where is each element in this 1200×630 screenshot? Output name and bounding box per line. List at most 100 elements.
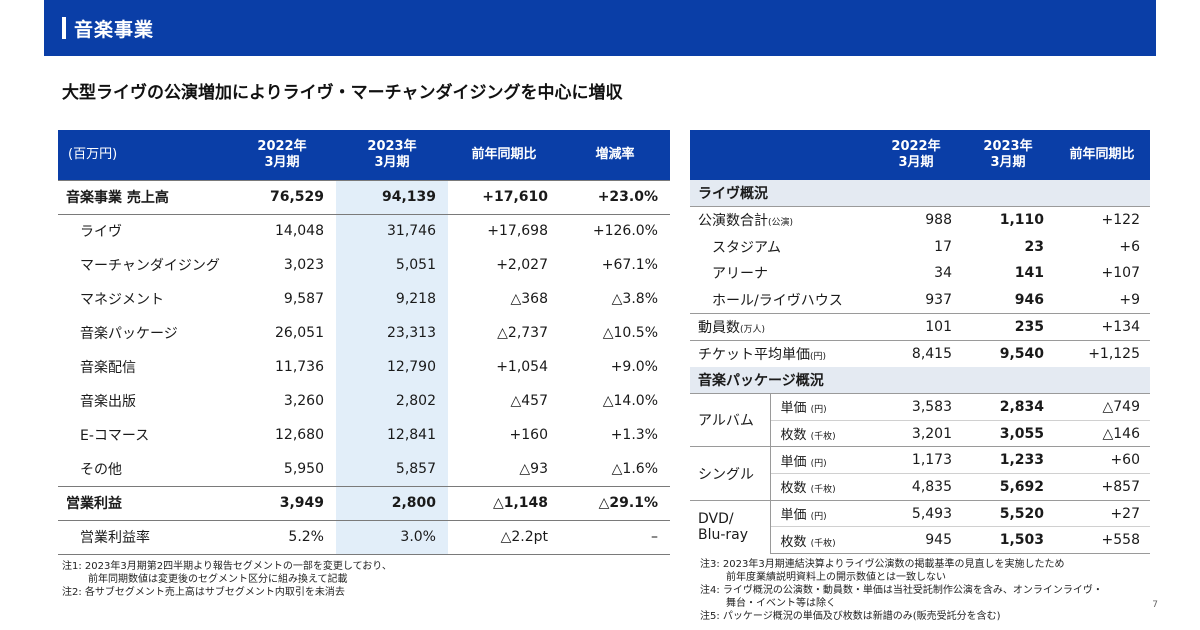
- value-2023: 12,790: [336, 350, 448, 384]
- note-4: 注4: ライヴ概況の公演数・動員数・単価は当社受託制作公演を含み、オンラインライ…: [700, 585, 1103, 596]
- table-row: 動員数(万人) 101 235 +134: [690, 312, 1150, 341]
- table-row: 枚数 (千枚) 4,835 5,692 +857: [690, 473, 1150, 501]
- headline: 大型ライヴの公演増加によりライヴ・マーチャンダイジングを中心に増収: [62, 83, 623, 103]
- row-label-text: 単価: [780, 508, 807, 524]
- value-2022: 26,051: [275, 325, 324, 341]
- header-yoy: 前年同期比: [1054, 130, 1150, 180]
- table-header-row: (百万円) 2022年 3月期 2023年 3月期 前年同期比 増減率: [58, 130, 670, 180]
- note-5: 注5: パッケージ概況の単価及び枚数は新譜のみ(販売受託分を含む): [700, 611, 1001, 622]
- value-rate: △3.8%: [611, 291, 658, 307]
- row-label: スタジアム: [690, 233, 870, 260]
- row-unit: (千枚): [810, 432, 836, 443]
- row-unit: (円): [810, 405, 827, 416]
- section-label: ライヴ概況: [690, 180, 1150, 207]
- value-2023: 23: [1024, 238, 1044, 255]
- note-2: 注2: 各サブセグメント売上高はサブセグメント内取引を未消去: [62, 587, 345, 598]
- value-2022: 945: [870, 526, 962, 555]
- row-label: 枚数 (千枚): [770, 526, 870, 555]
- value-2022: 3,949: [228, 485, 336, 521]
- row-label-text: 単価: [780, 454, 807, 470]
- value-yoy: +2,027: [496, 257, 548, 273]
- value-2023: 23,313: [336, 316, 448, 350]
- table-row: スタジアム 17 23 +6: [690, 233, 1150, 260]
- value-2022: 8,415: [870, 339, 962, 367]
- table-row: DVD/ Blu-ray 単価 (円) 5,493 5,520 +27: [690, 499, 1150, 554]
- value-2023: 5,692: [962, 473, 1054, 501]
- table-row: マーチャンダイジング 3,023 5,051 +2,027 +67.1%: [58, 248, 670, 282]
- value-yoy: +1,125: [1054, 339, 1150, 367]
- note-3-cont: 前年度業績説明資料上の開示数値とは一致しない: [726, 572, 946, 583]
- value-yoy: +17,698: [487, 223, 548, 240]
- table-row: チケット平均単価(円) 8,415 9,540 +1,125: [690, 339, 1150, 367]
- value-2023: 3.0%: [336, 520, 448, 555]
- value-2022: 17: [934, 238, 952, 255]
- value-2023: 5,051: [336, 248, 448, 282]
- row-label: 単価 (円): [770, 446, 870, 474]
- row-unit: (千枚): [810, 485, 836, 496]
- row-label: 動員数(万人): [690, 312, 870, 341]
- value-2023: 1,233: [962, 446, 1054, 474]
- row-label: ホール/ライヴハウス: [690, 287, 870, 314]
- table-row: アルバム 単価 (円) 3,583 2,834 △749: [690, 392, 1150, 447]
- value-2023: 1,503: [962, 526, 1054, 555]
- row-label: 営業利益率: [58, 520, 228, 555]
- section-live: ライヴ概況: [690, 180, 1150, 207]
- value-2022: 5.2%: [228, 520, 336, 555]
- row-label-text: 枚数: [780, 534, 807, 550]
- value-2023: 31,746: [336, 214, 448, 248]
- value-2023: 94,139: [336, 179, 448, 215]
- value-2023: 9,218: [336, 282, 448, 316]
- value-2022: 4,835: [870, 473, 962, 501]
- value-yoy: △457: [510, 393, 549, 409]
- note-1: 注1: 2023年3月期第2四半期より報告セグメントの一部を変更しており、: [62, 561, 392, 572]
- value-2022: 76,529: [228, 179, 336, 215]
- value-yoy: +558: [1054, 526, 1150, 555]
- table-row: ホール/ライヴハウス 937 946 +9: [690, 287, 1150, 314]
- value-2022: 34: [934, 265, 952, 282]
- header-yoy: 前年同期比: [448, 130, 560, 180]
- value-2023: 5,520: [962, 499, 1054, 527]
- table-header-row: 2022年 3月期 2023年 3月期 前年同期比: [690, 130, 1150, 180]
- row-label-text: スタジアム: [712, 239, 782, 256]
- value-2023: 946: [1014, 291, 1044, 308]
- value-2022: 988: [870, 206, 962, 234]
- value-rate: △29.1%: [560, 485, 670, 521]
- row-label: 公演数合計(公演): [690, 206, 870, 234]
- value-rate: △1.6%: [611, 460, 658, 477]
- row-label: マネジメント: [80, 292, 164, 308]
- operations-table: 2022年 3月期 2023年 3月期 前年同期比 ライヴ概況 公演数合計(公演)…: [690, 130, 1150, 555]
- notes-right: 注3: 2023年3月期連結決算よりライヴ公演数の掲載基準の見直しを実施したため…: [700, 558, 1150, 623]
- value-rate: +1.3%: [610, 427, 658, 443]
- value-2023: 3,055: [962, 419, 1054, 447]
- section-label: 音楽パッケージ概況: [690, 366, 1150, 394]
- row-label: 枚数 (千枚): [770, 419, 870, 447]
- value-yoy: △146: [1054, 419, 1150, 447]
- value-2022: 11,736: [275, 359, 324, 375]
- value-rate: +67.1%: [601, 257, 658, 273]
- value-2022: 3,023: [283, 257, 324, 273]
- segment-sales-table: (百万円) 2022年 3月期 2023年 3月期 前年同期比 増減率 音楽事業…: [58, 130, 670, 555]
- row-label: 営業利益: [58, 485, 228, 521]
- value-2023: 1,110: [962, 206, 1054, 234]
- row-label-text: 動員数: [698, 319, 740, 336]
- value-yoy: +6: [1119, 238, 1140, 255]
- group-label: アルバム: [690, 392, 771, 447]
- value-rate: △10.5%: [602, 325, 658, 341]
- table-row: 音楽配信 11,736 12,790 +1,054 +9.0%: [58, 350, 670, 384]
- table-row: 営業利益率 5.2% 3.0% △2.2pt –: [58, 520, 670, 555]
- row-unit: (円): [810, 458, 827, 469]
- header-2023: 2023年 3月期: [336, 130, 448, 180]
- table-row: アリーナ 34 141 +107: [690, 260, 1150, 287]
- table-row: マネジメント 9,587 9,218 △368 △3.8%: [58, 282, 670, 316]
- value-yoy: △1,148: [448, 485, 560, 521]
- value-yoy: +122: [1054, 206, 1150, 234]
- value-yoy: △368: [510, 291, 549, 307]
- value-rate: +9.0%: [610, 359, 658, 375]
- page-title: 音楽事業: [74, 18, 155, 41]
- row-label: 単価 (円): [770, 499, 870, 527]
- row-unit: (円): [810, 351, 827, 362]
- value-rate: +23.0%: [560, 179, 670, 215]
- section-package: 音楽パッケージ概況: [690, 366, 1150, 394]
- table-row: 枚数 (千枚) 945 1,503 +558: [690, 526, 1150, 555]
- table-row: 公演数合計(公演) 988 1,110 +122: [690, 206, 1150, 234]
